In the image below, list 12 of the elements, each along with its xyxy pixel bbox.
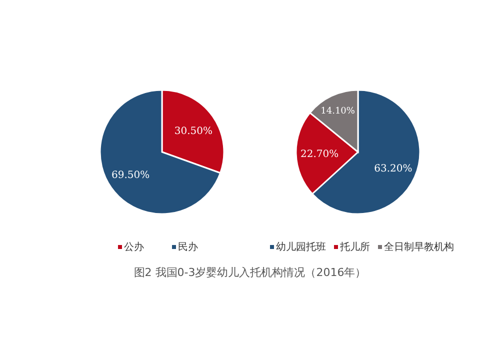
- pie-slice: [99, 89, 222, 215]
- data-label: 63.20%: [374, 163, 412, 174]
- legend-label: 托儿所: [339, 241, 370, 253]
- caption: 图2 我国0-3岁婴幼儿入托机构情况（2016年）: [134, 266, 366, 279]
- legend-label: 民办: [178, 241, 198, 253]
- data-label: 14.10%: [320, 106, 356, 116]
- legend-label: 公办: [124, 241, 144, 253]
- data-label: 69.50%: [111, 170, 150, 182]
- legend-label: 全日制早教机构: [384, 241, 454, 253]
- legend-label: 幼儿园托班: [276, 241, 326, 253]
- data-label: 22.70%: [300, 149, 339, 160]
- data-label: 30.50%: [174, 126, 213, 137]
